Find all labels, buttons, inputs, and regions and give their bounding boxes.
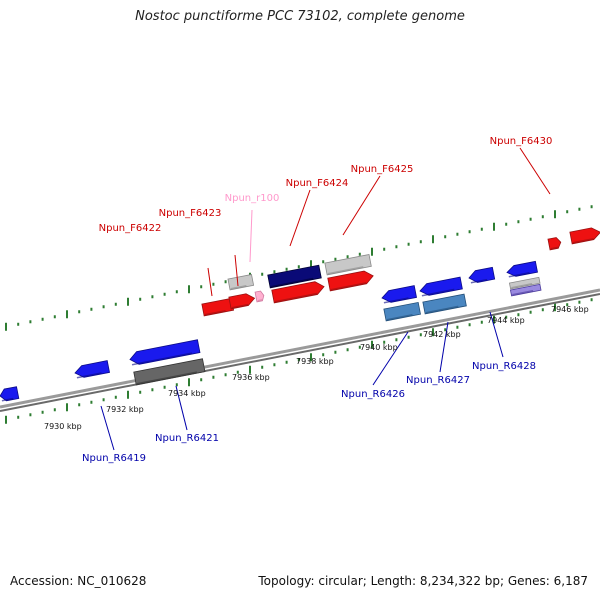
rna-arrow-r100-body[interactable] xyxy=(254,290,265,303)
gene-arrow-r6419-edge xyxy=(76,372,102,379)
gene-arrow-r6420-edge xyxy=(131,352,193,366)
leader-line xyxy=(207,267,213,297)
rna-arrow-r100[interactable] xyxy=(254,290,265,303)
gene-arrow-f6422-edge xyxy=(204,309,226,316)
leader-line xyxy=(372,331,409,386)
gene-arrow-r6420[interactable] xyxy=(129,339,201,366)
gene-arrow-r6419-body[interactable] xyxy=(74,360,110,379)
axis-tick-label: 7946 kbp xyxy=(551,305,589,314)
axis-tick-label: 7936 kbp xyxy=(232,373,270,382)
axis-tick-label: 7944 kbp xyxy=(487,316,525,325)
gene-arrow-r6421-body[interactable] xyxy=(133,358,206,386)
gene-arrow-r6427-body[interactable] xyxy=(422,293,467,315)
gene-arrow-f6425-body[interactable] xyxy=(327,270,375,292)
gene-arrow-f6425[interactable] xyxy=(327,270,375,292)
gene-arrow-f6423-grey-edge xyxy=(230,284,247,290)
gene-arrow-r6428b-body[interactable] xyxy=(506,260,538,278)
gene-label[interactable]: Npun_F6430 xyxy=(490,136,553,147)
gene-arrow-f6422-body[interactable] xyxy=(201,297,235,317)
leader-line xyxy=(489,311,504,358)
gene-label[interactable]: Npun_R6427 xyxy=(406,375,470,386)
axis-tick-label: 7930 kbp xyxy=(44,422,82,431)
leader-line xyxy=(175,385,188,431)
gene-arrow-r6421[interactable] xyxy=(133,358,206,386)
gene-label[interactable]: Npun_F6423 xyxy=(159,208,222,219)
gene-arrow-r6426a[interactable] xyxy=(381,285,417,304)
axis-tick-label: 7932 kbp xyxy=(106,405,144,414)
gene-arrow-r6428c-edge xyxy=(511,283,533,289)
gene-arrow-r6426a-body[interactable] xyxy=(381,285,417,304)
gene-arrow-f6423a-edge xyxy=(231,303,249,309)
gene-arrow-r6427a-edge xyxy=(421,288,455,297)
gene-arrow-r6419[interactable] xyxy=(74,360,110,379)
gene-arrow-r6428d[interactable] xyxy=(509,283,542,297)
gene-arrow-f6424-navy[interactable] xyxy=(267,264,322,289)
leader-line xyxy=(100,405,115,451)
gene-label[interactable]: Npun_F6422 xyxy=(99,223,162,234)
axis-tick-label: 7942 kbp xyxy=(423,330,461,339)
gene-arrow-f6423-grey-body[interactable] xyxy=(227,274,255,291)
axis-tick-label: 7934 kbp xyxy=(168,389,206,398)
gene-arrow-f6424-body[interactable] xyxy=(271,280,326,304)
gene-arrow-f6425-grey[interactable] xyxy=(324,254,372,276)
backbone-line-shadow xyxy=(0,293,600,412)
gene-arrow-f6430b-body[interactable] xyxy=(569,226,600,245)
gene-arrow-r6428c[interactable] xyxy=(508,276,541,290)
gene-arrow-f6425-edge xyxy=(330,282,367,291)
gene-arrow-r6428b[interactable] xyxy=(506,260,538,278)
gene-arrow-r6427-edge xyxy=(425,305,459,314)
gene-arrow-r6421-edge xyxy=(136,371,198,385)
leader-line xyxy=(439,321,449,373)
gene-arrow-f6423-grey[interactable] xyxy=(227,274,255,291)
gene-arrow-r6426-body[interactable] xyxy=(383,301,421,322)
leader-line xyxy=(234,254,239,287)
gene-arrow-f6424[interactable] xyxy=(271,280,326,304)
gene-arrow-r6418[interactable] xyxy=(0,386,20,402)
gene-arrow-f6424-edge xyxy=(274,292,318,303)
gene-arrow-r6427a[interactable] xyxy=(419,276,463,297)
gene-arrow-f6424-navy-edge xyxy=(270,277,314,288)
gene-arrow-r6428b-edge xyxy=(508,271,530,278)
gene-label[interactable]: Npun_r100 xyxy=(225,193,280,204)
gene-arrow-r6426-edge xyxy=(386,314,413,321)
gene-label[interactable]: Npun_R6419 xyxy=(82,453,146,464)
gene-arrow-r6426[interactable] xyxy=(383,301,421,322)
genome-summary-text: Topology: circular; Length: 8,234,322 bp… xyxy=(258,574,588,588)
rna-arrow-r100-edge xyxy=(257,299,263,302)
map-title: Nostoc punctiforme PCC 73102, complete g… xyxy=(135,9,465,24)
leader-line xyxy=(289,189,311,247)
gene-arrow-f6430a[interactable] xyxy=(547,237,562,251)
gene-arrow-f6424-navy-body[interactable] xyxy=(267,264,322,289)
gene-label[interactable]: Npun_R6428 xyxy=(472,361,536,372)
gene-arrow-f6422[interactable] xyxy=(201,297,235,317)
gene-arrow-r6418-body[interactable] xyxy=(0,386,20,402)
leader-line xyxy=(249,209,253,263)
gene-arrow-r6427[interactable] xyxy=(422,293,467,315)
axis-tick-label: 7940 kbp xyxy=(360,343,398,352)
axis-tick-label: 7938 kbp xyxy=(296,357,334,366)
gene-arrow-r6428d-edge xyxy=(512,290,534,296)
gene-arrow-f6425-grey-body[interactable] xyxy=(324,254,372,276)
gene-arrow-r6427a-body[interactable] xyxy=(419,276,463,297)
gene-label[interactable]: Npun_F6425 xyxy=(351,164,414,175)
gene-arrow-r6428a-body[interactable] xyxy=(468,266,496,284)
gene-arrow-r6428a[interactable] xyxy=(468,266,496,284)
gene-arrow-f6425-grey-edge xyxy=(327,266,364,275)
leader-line xyxy=(342,175,381,236)
gene-label[interactable]: Npun_F6424 xyxy=(286,178,349,189)
gene-label[interactable]: Npun_R6421 xyxy=(155,433,219,444)
gene-arrow-f6430a-edge xyxy=(550,246,559,250)
gene-arrow-f6430b-edge xyxy=(572,237,594,244)
backbone-line xyxy=(0,288,600,409)
gene-arrow-r6420-body[interactable] xyxy=(129,339,201,366)
gene-arrow-r6428a-edge xyxy=(470,278,488,284)
gene-arrow-r6426a-edge xyxy=(383,297,409,304)
gene-arrow-r6418-edge xyxy=(1,397,14,402)
gene-arrow-f6430b[interactable] xyxy=(569,226,600,245)
leader-line xyxy=(519,147,551,195)
gene-arrow-f6423a[interactable] xyxy=(228,292,256,310)
accession-text: Accession: NC_010628 xyxy=(10,574,147,588)
gene-label[interactable]: Npun_R6426 xyxy=(341,389,405,400)
